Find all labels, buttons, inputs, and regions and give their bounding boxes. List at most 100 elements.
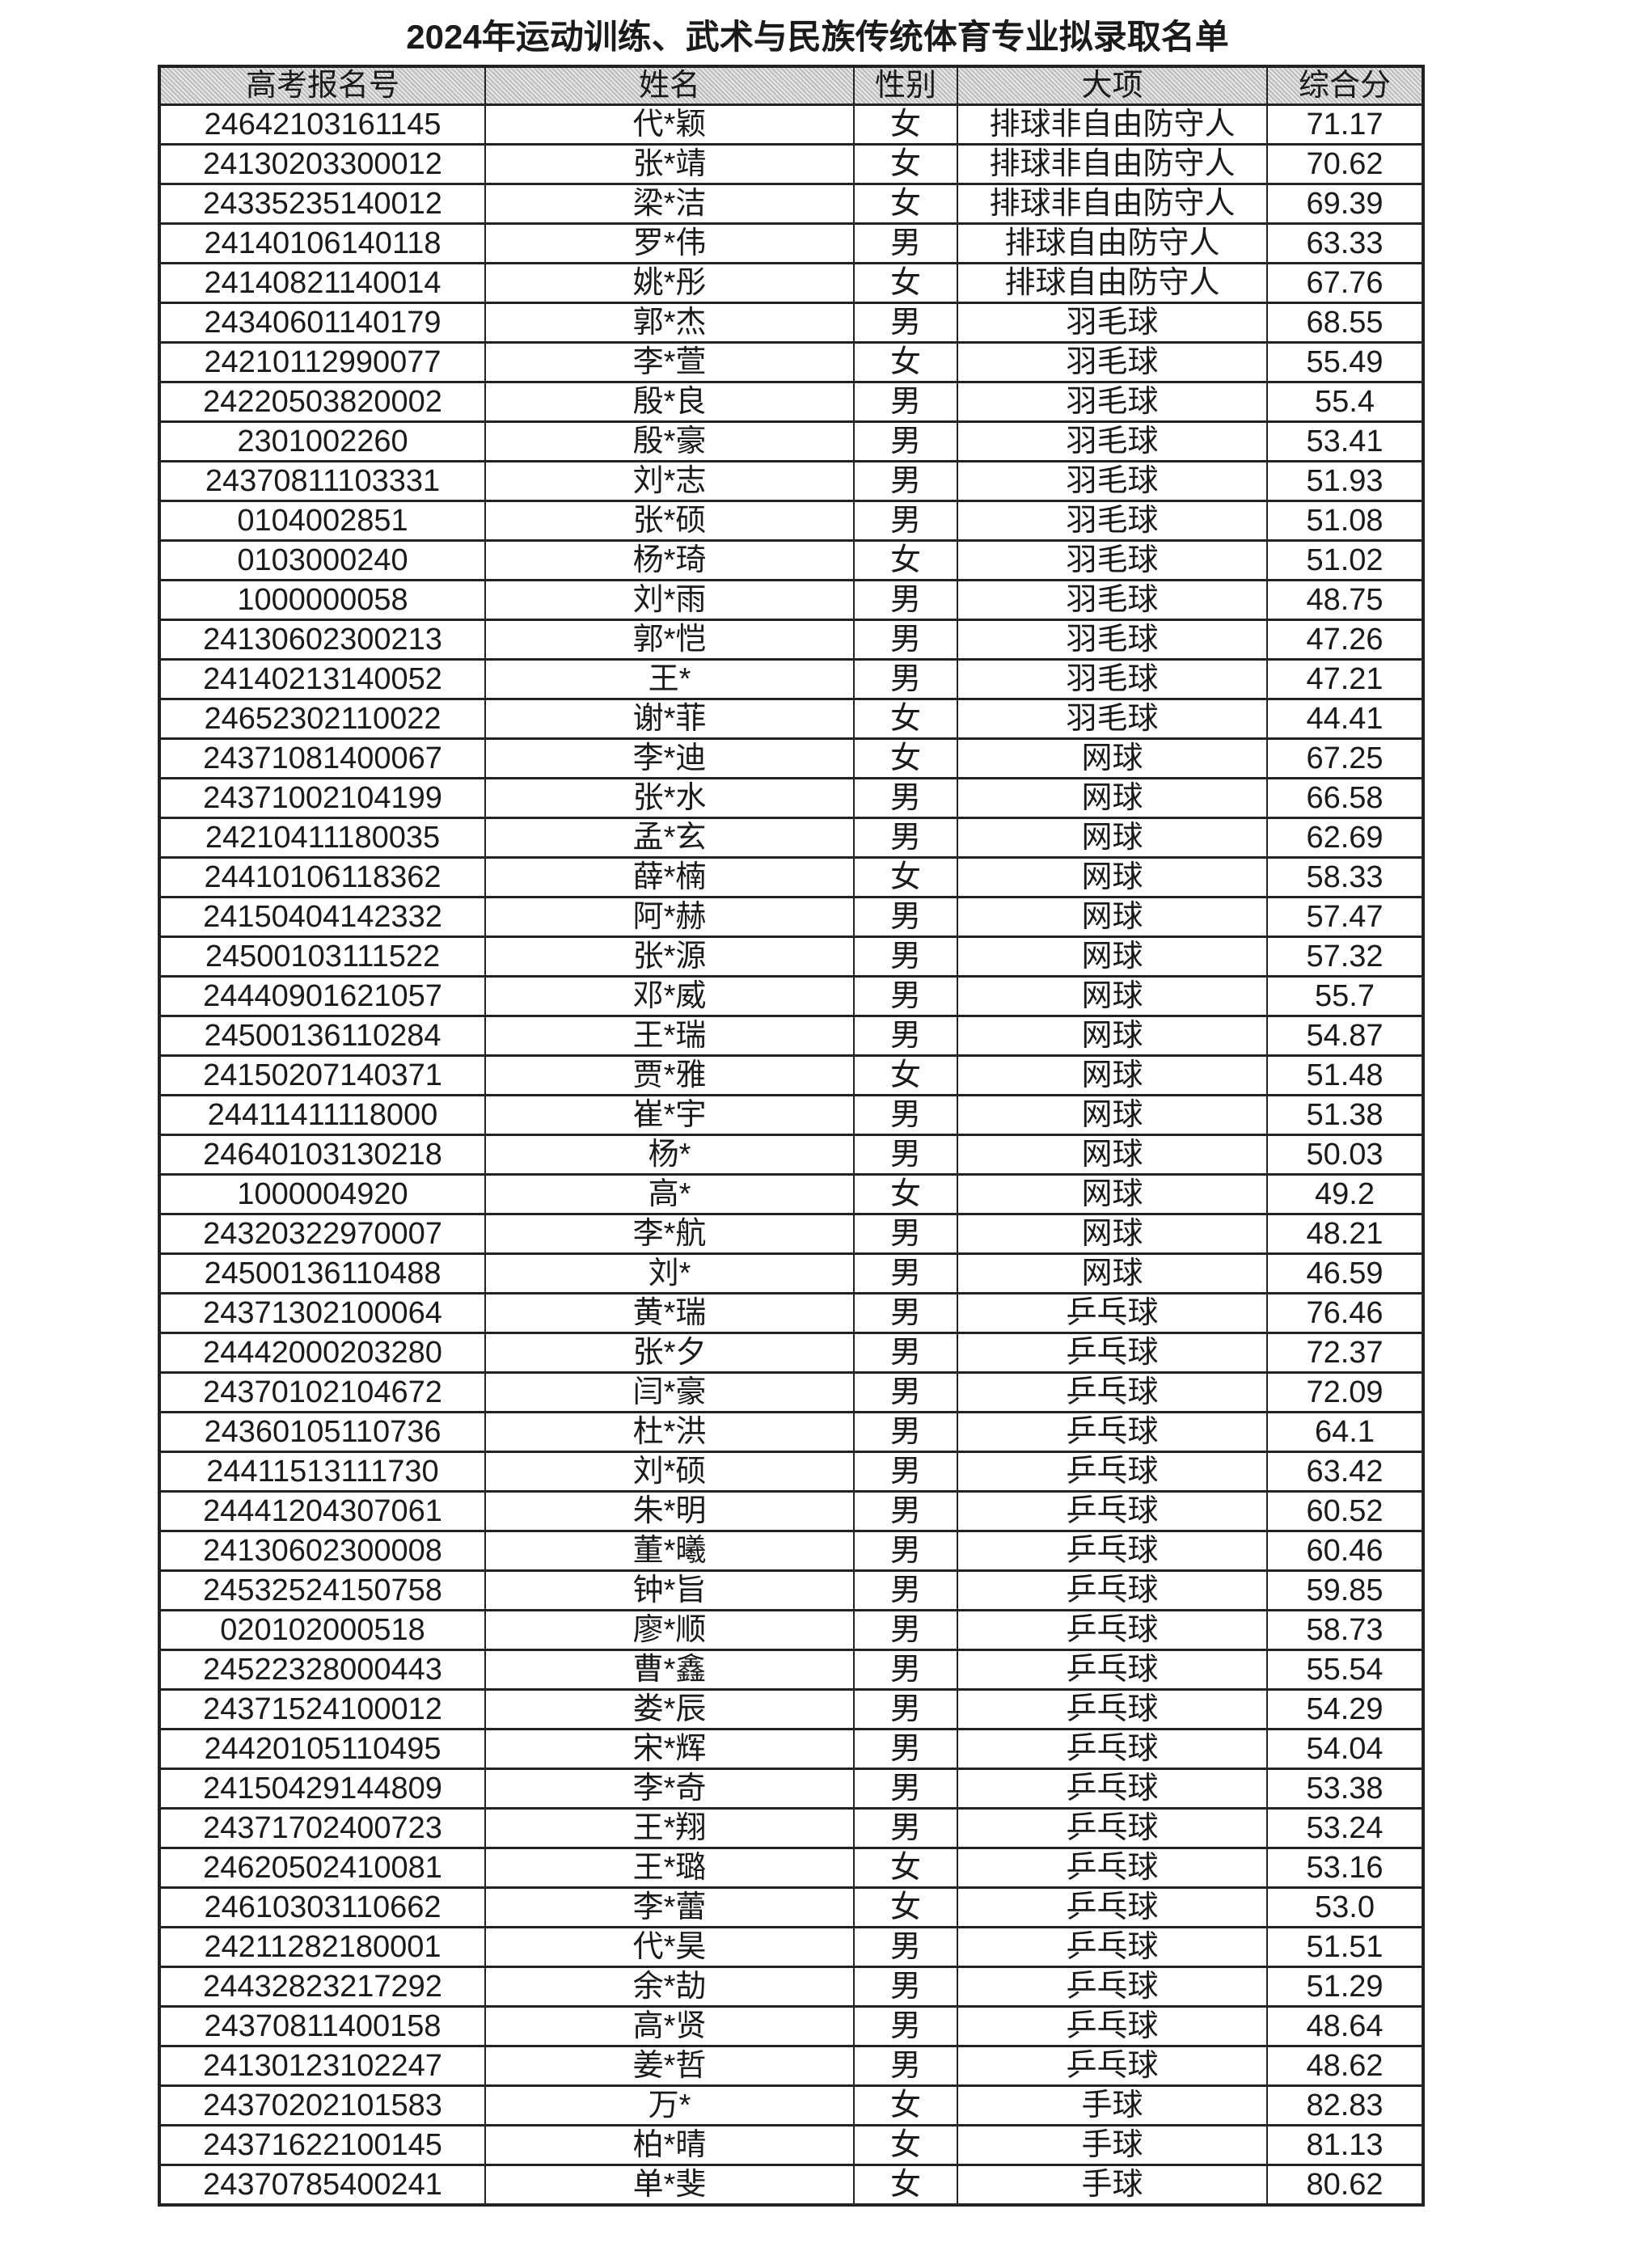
cell-sport: 乒乓球: [957, 1292, 1268, 1334]
cell-name: 代*颖: [484, 103, 855, 146]
cell-sport: 乒乓球: [957, 1807, 1268, 1849]
table-row: 24130602300213 郭*恺男羽毛球 47.26: [158, 619, 1424, 661]
cell-sport: 乒乓球: [957, 2005, 1268, 2047]
table-row: 24410106118362 薛*楠女网球 58.33: [158, 856, 1424, 898]
cell-registration-number: 24411411118000: [158, 1094, 486, 1136]
cell-score: 51.08: [1266, 500, 1424, 542]
cell-score: 76.46: [1266, 1292, 1424, 1334]
table-row: 24522328000443 曹*鑫男乒乓球 55.54: [158, 1649, 1424, 1691]
cell-name: 张*夕: [484, 1332, 855, 1374]
cell-name: 李*奇: [484, 1768, 855, 1810]
cell-sport: 乒乓球: [957, 1371, 1268, 1413]
cell-score: 71.17: [1266, 103, 1424, 146]
cell-registration-number: 24371002104199: [158, 777, 486, 819]
cell-sport: 乒乓球: [957, 1886, 1268, 1928]
cell-registration-number: 020102000518: [158, 1609, 486, 1651]
cell-registration-number: 24340601140179: [158, 302, 486, 344]
cell-sport: 乒乓球: [957, 1332, 1268, 1374]
cell-gender: 女: [853, 1173, 958, 1215]
cell-sport: 羽毛球: [957, 698, 1268, 740]
cell-sport: 网球: [957, 1213, 1268, 1255]
table-row: 24371302100064 黄*瑞男乒乓球 76.46: [158, 1292, 1424, 1334]
table-row: 24150404142332 阿*赫男网球 57.47: [158, 896, 1424, 938]
cell-name: 杜*洪: [484, 1411, 855, 1453]
cell-registration-number: 24370202101583: [158, 2084, 486, 2127]
cell-registration-number: 24370102104672: [158, 1371, 486, 1413]
cell-score: 55.49: [1266, 341, 1424, 383]
cell-registration-number: 24432823217292: [158, 1966, 486, 2008]
cell-gender: 女: [853, 262, 958, 304]
cell-gender: 女: [853, 737, 958, 779]
table-row: 020102000518 廖*顺男乒乓球 58.73: [158, 1609, 1424, 1651]
table-row: 24335235140012 梁*洁女排球非自由防守人 69.39: [158, 183, 1424, 225]
table-row: 24371702400723 王*翔男乒乓球 53.24: [158, 1807, 1424, 1849]
cell-gender: 男: [853, 1807, 958, 1849]
cell-name: 郭*杰: [484, 302, 855, 344]
cell-name: 殷*良: [484, 381, 855, 423]
table-row: 24370811103331 刘*志男羽毛球 51.93: [158, 460, 1424, 502]
cell-score: 46.59: [1266, 1252, 1424, 1294]
cell-registration-number: 24320322970007: [158, 1213, 486, 1255]
cell-score: 58.33: [1266, 856, 1424, 898]
cell-score: 48.64: [1266, 2005, 1424, 2047]
table-row: 24211282180001 代*昊男乒乓球 51.51: [158, 1926, 1424, 1968]
cell-score: 53.0: [1266, 1886, 1424, 1928]
cell-name: 王*璐: [484, 1847, 855, 1889]
cell-registration-number: 24140213140052: [158, 658, 486, 700]
table-row: 24652302110022 谢*菲女羽毛球 44.41: [158, 698, 1424, 740]
cell-registration-number: 24211282180001: [158, 1926, 486, 1968]
cell-registration-number: 24640103130218: [158, 1134, 486, 1176]
cell-name: 姜*哲: [484, 2045, 855, 2087]
cell-name: 朱*明: [484, 1490, 855, 1532]
page-title: 2024年运动训练、武术与民族传统体育专业拟录取名单: [406, 18, 1229, 56]
cell-sport: 羽毛球: [957, 539, 1268, 581]
cell-registration-number: 24642103161145: [158, 103, 486, 146]
cell-score: 55.7: [1266, 975, 1424, 1017]
cell-gender: 男: [853, 460, 958, 502]
cell-name: 黄*瑞: [484, 1292, 855, 1334]
cell-gender: 女: [853, 1847, 958, 1889]
cell-sport: 网球: [957, 856, 1268, 898]
cell-gender: 男: [853, 1213, 958, 1255]
cell-gender: 男: [853, 1490, 958, 1532]
cell-sport: 手球: [957, 2164, 1268, 2207]
cell-gender: 男: [853, 1688, 958, 1730]
cell-registration-number: 24410106118362: [158, 856, 486, 898]
cell-score: 50.03: [1266, 1134, 1424, 1176]
cell-score: 54.29: [1266, 1688, 1424, 1730]
cell-sport: 羽毛球: [957, 500, 1268, 542]
cell-registration-number: 0104002851: [158, 500, 486, 542]
cell-name: 崔*宇: [484, 1094, 855, 1136]
cell-score: 80.62: [1266, 2164, 1424, 2207]
table-row: 24210112990077 李*萱女羽毛球 55.49: [158, 341, 1424, 383]
cell-gender: 男: [853, 1451, 958, 1493]
cell-sport: 乒乓球: [957, 1451, 1268, 1493]
cell-name: 张*源: [484, 935, 855, 978]
cell-sport: 乒乓球: [957, 1411, 1268, 1453]
cell-registration-number: 24371622100145: [158, 2124, 486, 2166]
cell-score: 69.39: [1266, 183, 1424, 225]
table-row: 24642103161145 代*颖女排球非自由防守人 71.17: [158, 103, 1424, 146]
table-row: 24340601140179 郭*杰男羽毛球 68.55: [158, 302, 1424, 344]
cell-sport: 网球: [957, 817, 1268, 859]
table-row: 24411411118000 崔*宇男网球 51.38: [158, 1094, 1424, 1136]
cell-sport: 羽毛球: [957, 341, 1268, 383]
cell-sport: 网球: [957, 1094, 1268, 1136]
column-header-sport: 大项: [957, 65, 1268, 106]
cell-sport: 羽毛球: [957, 619, 1268, 661]
cell-gender: 男: [853, 1728, 958, 1770]
cell-score: 51.93: [1266, 460, 1424, 502]
table-row: 24440901621057 邓*威男网球 55.7: [158, 975, 1424, 1017]
cell-name: 代*昊: [484, 1926, 855, 1968]
cell-score: 47.21: [1266, 658, 1424, 700]
cell-score: 82.83: [1266, 2084, 1424, 2127]
cell-sport: 羽毛球: [957, 579, 1268, 621]
cell-registration-number: 24130602300213: [158, 619, 486, 661]
table-row: 24640103130218 杨* 男网球 50.03: [158, 1134, 1424, 1176]
cell-registration-number: 24130203300012: [158, 143, 486, 185]
cell-sport: 乒乓球: [957, 1490, 1268, 1532]
cell-registration-number: 24335235140012: [158, 183, 486, 225]
cell-gender: 女: [853, 2084, 958, 2127]
cell-sport: 网球: [957, 1252, 1268, 1294]
cell-gender: 男: [853, 935, 958, 978]
